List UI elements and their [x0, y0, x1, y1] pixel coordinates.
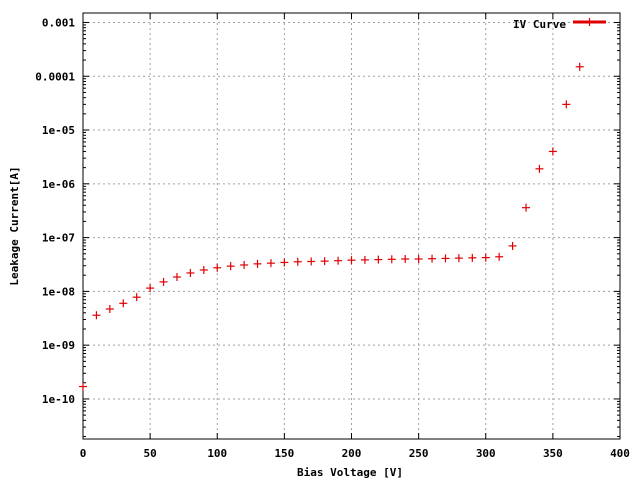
- data-point: [374, 255, 383, 264]
- series-points: [79, 62, 584, 391]
- x-tick-label: 0: [80, 447, 87, 460]
- data-point: [240, 260, 249, 269]
- data-point: [79, 382, 87, 391]
- data-point: [266, 259, 275, 268]
- data-point: [334, 256, 343, 265]
- data-point: [172, 273, 181, 282]
- axis-ticks: [82, 13, 621, 439]
- data-point: [401, 255, 410, 264]
- tick-labels: 0 50 100 150 200 250 300 350 400 1e-10 1e-09 1e-08 1…: [35, 16, 630, 460]
- y-tick-label: 1e-05: [42, 124, 75, 137]
- x-tick-label: 50: [144, 447, 157, 460]
- data-point: [562, 100, 571, 109]
- data-point: [535, 164, 544, 173]
- data-point: [293, 257, 302, 266]
- plot-frame: [82, 12, 621, 440]
- y-tick-label: 1e-09: [42, 339, 75, 352]
- data-point: [253, 259, 262, 268]
- x-axis-label: Bias Voltage [V]: [297, 466, 403, 479]
- data-point: [495, 252, 504, 261]
- data-point: [119, 299, 128, 308]
- y-tick-label: 1e-10: [42, 393, 75, 406]
- y-axis-label: Leakage Current[A]: [8, 166, 21, 285]
- x-tick-label: 200: [342, 447, 362, 460]
- data-point: [186, 268, 195, 277]
- y-tick-label: 0.001: [42, 16, 75, 29]
- data-point: [226, 262, 235, 271]
- y-tick-label: 1e-06: [42, 178, 75, 191]
- data-point: [468, 253, 477, 262]
- grid: [83, 13, 620, 439]
- data-point: [199, 265, 208, 274]
- data-point: [522, 203, 531, 212]
- x-tick-label: 250: [409, 447, 429, 460]
- x-tick-label: 300: [476, 447, 496, 460]
- data-point: [92, 311, 101, 320]
- x-tick-label: 150: [274, 447, 294, 460]
- data-point: [132, 293, 141, 302]
- legend: IV Curve: [513, 18, 606, 31]
- data-point: [146, 284, 155, 293]
- y-tick-label: 1e-08: [42, 285, 75, 298]
- data-point: [280, 258, 289, 267]
- data-point: [508, 241, 517, 250]
- legend-label: IV Curve: [513, 18, 566, 31]
- data-point: [441, 254, 450, 263]
- data-point: [481, 253, 490, 262]
- data-point: [105, 305, 114, 314]
- data-point: [428, 254, 437, 263]
- data-point: [159, 277, 168, 286]
- data-point: [454, 254, 463, 263]
- data-point: [387, 255, 396, 264]
- data-point: [347, 256, 356, 265]
- data-point: [360, 255, 369, 264]
- x-tick-label: 350: [543, 447, 563, 460]
- data-point: [414, 255, 423, 264]
- data-point: [575, 62, 584, 71]
- data-point: [307, 257, 316, 266]
- x-tick-label: 400: [610, 447, 630, 460]
- data-point: [320, 257, 329, 266]
- x-tick-label: 100: [207, 447, 227, 460]
- y-tick-label: 1e-07: [42, 232, 75, 245]
- y-tick-label: 0.0001: [35, 70, 75, 83]
- data-point: [548, 147, 557, 156]
- data-point: [213, 263, 222, 272]
